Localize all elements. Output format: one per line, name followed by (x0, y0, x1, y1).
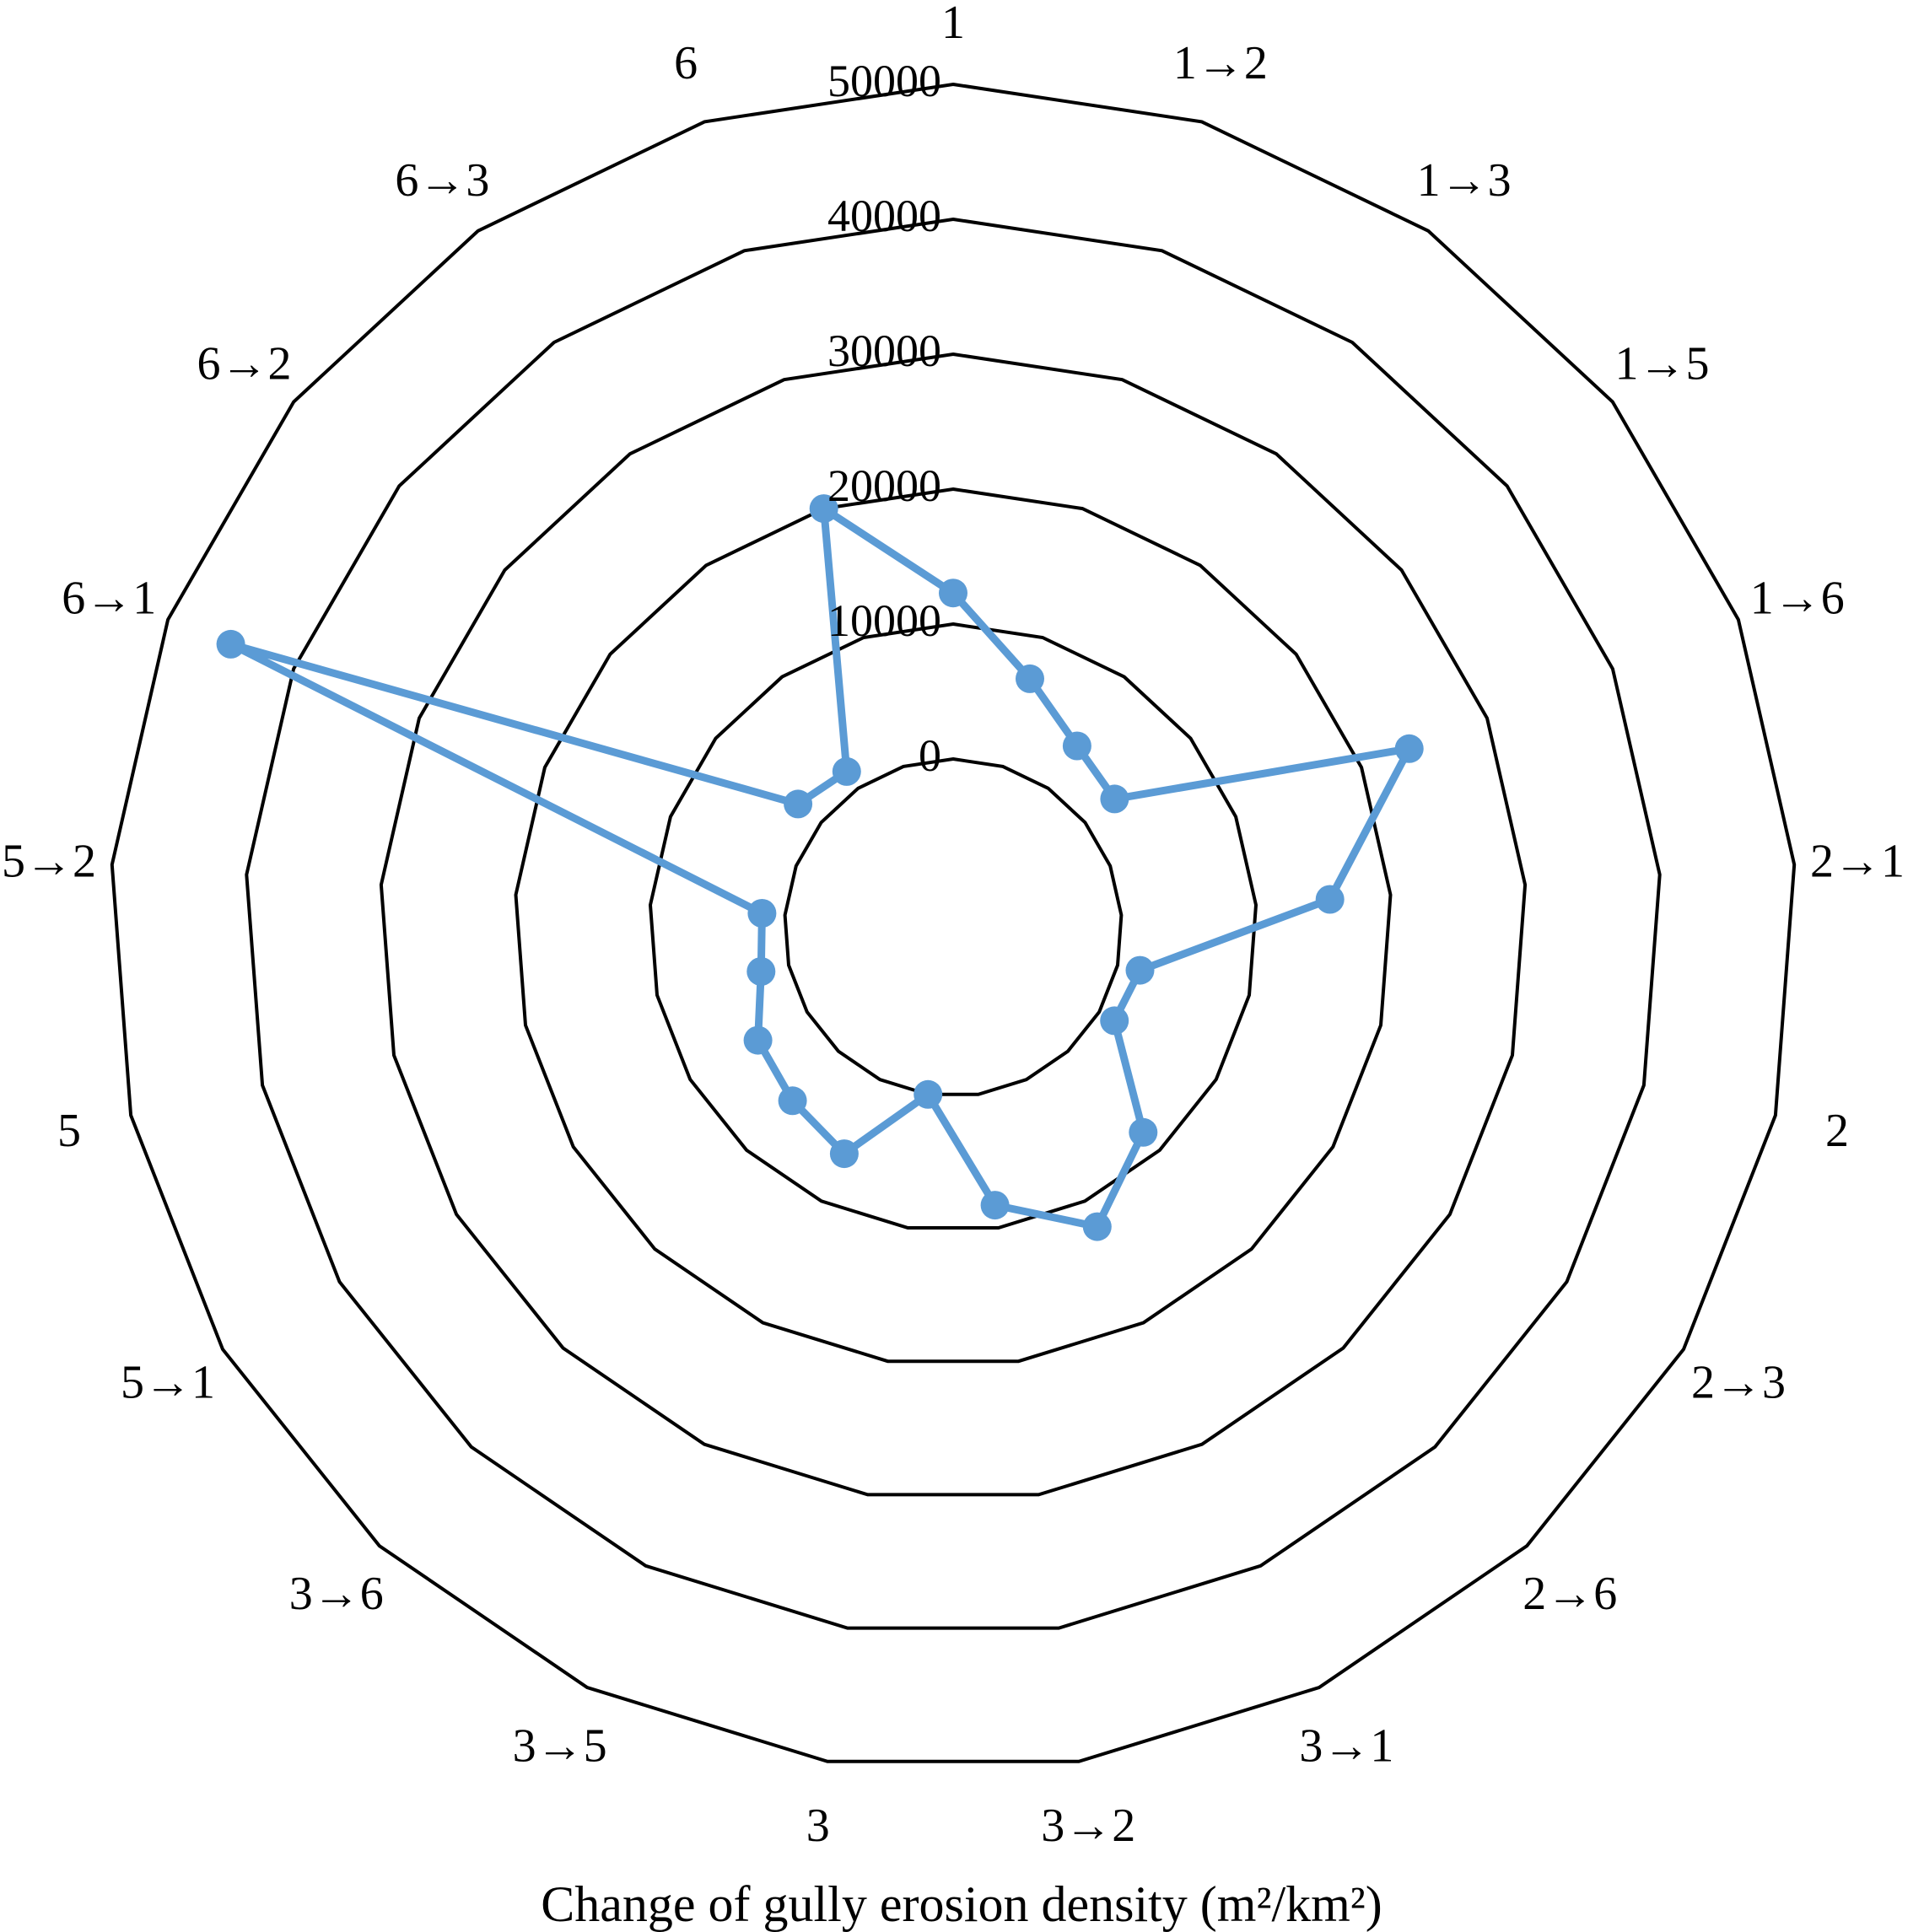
category-label: 6→1 (62, 572, 156, 624)
data-point (1125, 955, 1155, 985)
grid-ring-20000 (514, 487, 1393, 1364)
category-label: 2→6 (1522, 1568, 1617, 1620)
category-label: 6→3 (395, 154, 489, 207)
category-label: 3→6 (289, 1568, 384, 1620)
category-label: 1→2 (1173, 37, 1268, 89)
data-point (980, 1191, 1010, 1220)
category-label: 1→6 (1750, 572, 1845, 624)
data-point (1082, 1212, 1112, 1241)
data-point (1100, 1006, 1129, 1036)
tick-label-40000: 40000 (827, 191, 941, 241)
category-label: 1→3 (1417, 154, 1512, 207)
data-point (1016, 664, 1044, 693)
category-label: 5→1 (121, 1357, 215, 1409)
category-label: 6 (674, 37, 698, 89)
data-point (913, 1079, 943, 1109)
grid-ring-0 (783, 756, 1124, 1096)
category-label: 2→1 (1810, 836, 1905, 888)
data-point (809, 494, 838, 524)
series-line (227, 504, 1414, 1231)
data-point (1394, 734, 1424, 763)
category-label: 2 (1825, 1105, 1849, 1157)
category-label: 1→5 (1615, 338, 1710, 390)
category-label: 5 (57, 1105, 81, 1157)
category-label: 3→1 (1299, 1720, 1393, 1773)
category-label: 5→2 (2, 836, 96, 888)
grid-ring-50000 (110, 82, 1797, 1763)
category-labels: 1 1→2 1→3 1→5 1→6 2→1 2 2→3 2→6 3→1 3→2 3 3→5 3→6 5→1 5… (2, 0, 1905, 1852)
data-point (746, 957, 776, 986)
category-label: 3 (806, 1800, 830, 1852)
tick-labels: 0 10000 20000 30000 40000 50000 (827, 56, 941, 781)
tick-label-30000: 30000 (827, 326, 941, 376)
data-point (1100, 784, 1129, 814)
category-label: 2→3 (1691, 1357, 1786, 1409)
data-point (1315, 885, 1345, 914)
grid-ring-30000 (379, 352, 1528, 1497)
data-point (216, 629, 245, 659)
data-point (829, 1139, 859, 1169)
category-label: 6→2 (197, 338, 292, 390)
series-layer (216, 494, 1424, 1241)
tick-label-50000: 50000 (827, 56, 941, 106)
radar-grid (110, 82, 1797, 1763)
data-point (832, 756, 861, 786)
data-point (784, 789, 813, 819)
x-axis-label: Change of gully erosion density (m²/km²) (541, 1876, 1382, 1932)
tick-label-20000: 20000 (827, 460, 941, 511)
grid-ring-40000 (245, 217, 1662, 1630)
data-point (747, 899, 777, 928)
category-label: 3→5 (513, 1720, 607, 1773)
category-label: 1 (941, 0, 965, 49)
tick-label-0: 0 (919, 730, 941, 781)
tick-label-10000: 10000 (827, 595, 941, 646)
data-point (1062, 731, 1091, 761)
data-point (778, 1086, 807, 1116)
data-point (939, 579, 967, 608)
category-label: 3→2 (1041, 1800, 1135, 1852)
data-point (1129, 1117, 1158, 1147)
data-point (743, 1025, 773, 1055)
